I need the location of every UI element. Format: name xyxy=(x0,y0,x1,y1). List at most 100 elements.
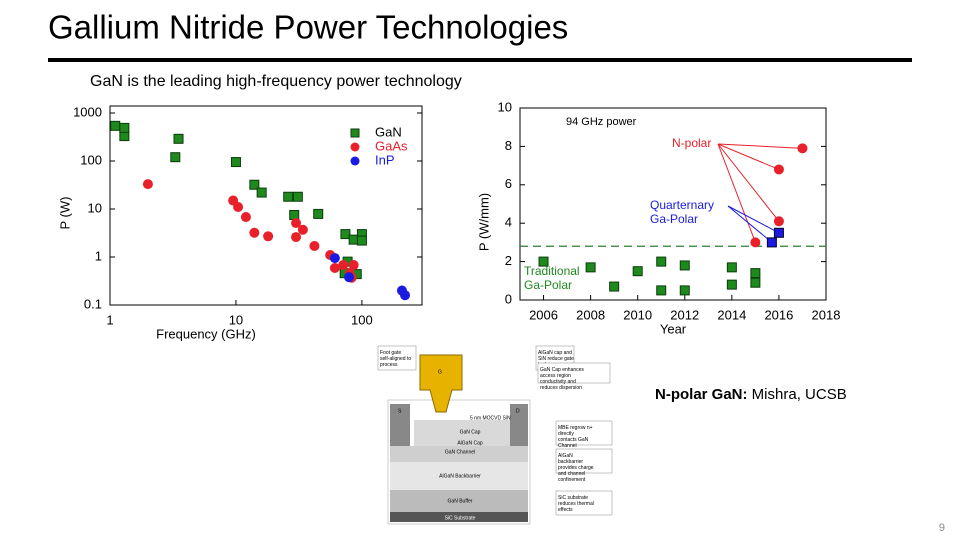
point xyxy=(240,212,251,223)
y-tick-label: 10 xyxy=(498,99,512,114)
point xyxy=(726,279,737,290)
point xyxy=(289,209,300,220)
point xyxy=(249,227,260,238)
callout-box xyxy=(377,345,417,371)
point xyxy=(356,235,367,246)
point xyxy=(142,179,153,190)
caption-bold: N-polar GaN: xyxy=(655,386,748,403)
callout-text: Foot gate self-aligned to process xyxy=(380,350,413,368)
point xyxy=(348,234,359,245)
callout-line: backbarrier xyxy=(558,459,584,465)
y-tick-label: 0 xyxy=(505,291,512,306)
callout-text: AlGaN backbarrier provides charge and ch… xyxy=(558,453,595,483)
point xyxy=(292,191,303,202)
layer xyxy=(414,420,524,446)
layer-label: D xyxy=(516,408,520,414)
y-tick-label: 100 xyxy=(80,152,102,167)
caption: N-polar GaN: Mishra, UCSB xyxy=(655,386,847,403)
pointer-line xyxy=(717,143,780,222)
point xyxy=(249,179,260,190)
label-line: Ga-Polar xyxy=(650,212,698,226)
y-tick-label: 10 xyxy=(88,200,102,215)
callout-text: MBE regrow n+ directly contacts GaN Chan… xyxy=(558,425,594,449)
callout-line: conductivity and xyxy=(540,379,577,385)
point xyxy=(679,285,690,296)
layer-label: AlGaN Cap xyxy=(457,440,483,446)
point xyxy=(750,237,761,248)
caption-text: Mishra, UCSB xyxy=(748,386,847,403)
callout-line: GaN Cap enhances xyxy=(540,367,585,373)
x-tick-label: 2006 xyxy=(529,307,558,322)
x-tick-label: 2018 xyxy=(812,307,841,322)
point xyxy=(338,260,349,271)
callout-line: confinement xyxy=(558,477,586,483)
point xyxy=(263,231,274,242)
y-tick-label: 1 xyxy=(95,248,102,263)
y-tick-label: 4 xyxy=(505,215,512,230)
pointer-line xyxy=(717,143,803,149)
y-tick-label: 2 xyxy=(505,253,512,268)
contact xyxy=(510,404,528,446)
label-line: Quarternary xyxy=(650,198,717,212)
point xyxy=(256,187,267,198)
x-tick-label: 10 xyxy=(229,312,243,327)
plot-frame xyxy=(519,107,827,301)
point xyxy=(750,268,761,279)
legend-marker xyxy=(350,142,360,152)
x-axis-label: Year xyxy=(660,321,687,336)
layer xyxy=(390,446,528,462)
layer-label: 5 nm MOCVD SiN xyxy=(470,415,511,421)
point xyxy=(329,262,340,273)
callout-line: and channel xyxy=(558,471,587,477)
y-axis-label: P (W/mm) xyxy=(476,193,491,251)
layer-label: S xyxy=(398,408,402,414)
point xyxy=(119,131,130,142)
point xyxy=(297,224,308,235)
callout-text: SiC substrate reduces thermal effects xyxy=(558,495,595,513)
point xyxy=(609,281,620,292)
point xyxy=(233,202,244,213)
point xyxy=(773,216,784,227)
point xyxy=(400,290,411,301)
point xyxy=(773,164,784,175)
callout-line: self-aligned to xyxy=(380,356,413,362)
pointer-line xyxy=(717,143,780,170)
x-tick-label: 2008 xyxy=(576,307,605,322)
callout-line: AlGaN xyxy=(558,453,574,459)
layer-label: AlGaN Backbarrier xyxy=(439,473,481,479)
callout-line: SiN reduce gate xyxy=(538,356,575,362)
point xyxy=(230,157,241,168)
x-tick-label: 1 xyxy=(106,312,113,327)
series-label: Traditional Ga-Polar xyxy=(524,264,583,292)
callout-line: MBE regrow n+ xyxy=(558,425,594,431)
subtitle: GaN is the leading high-frequency power … xyxy=(90,73,462,90)
y-tick-label: 8 xyxy=(505,138,512,153)
x-axis-label: Frequency (GHz) xyxy=(156,326,256,341)
diagram: G 5 nm MOCVD SiN S D GaN Cap AlGaN Cap G… xyxy=(377,345,613,525)
layer-label: GaN Channel xyxy=(445,449,475,455)
layer xyxy=(390,512,528,522)
point xyxy=(679,260,690,271)
point xyxy=(283,191,294,202)
callout-box xyxy=(555,420,613,446)
y-tick-label: 1000 xyxy=(73,104,102,119)
point xyxy=(656,285,667,296)
gate-label: G xyxy=(438,369,442,375)
point xyxy=(797,143,808,154)
callout-box xyxy=(537,362,611,384)
x-tick-label: 2012 xyxy=(670,307,699,322)
point xyxy=(656,256,667,267)
point xyxy=(340,229,351,240)
y-tick-label: 6 xyxy=(505,176,512,191)
series-label: Quarternary Ga-Polar xyxy=(650,198,717,226)
point xyxy=(766,237,777,248)
chart-title: 94 GHz power xyxy=(566,116,637,128)
legend-label: GaAs xyxy=(375,138,408,153)
callout-text: GaN Cap enhances access region conductiv… xyxy=(540,367,585,391)
callout-line: Channel xyxy=(558,443,577,449)
callout-line: provides charge xyxy=(558,465,595,471)
legend-label: InP xyxy=(375,152,395,167)
callout-box xyxy=(555,490,613,516)
series-label: N-polar xyxy=(672,136,711,150)
